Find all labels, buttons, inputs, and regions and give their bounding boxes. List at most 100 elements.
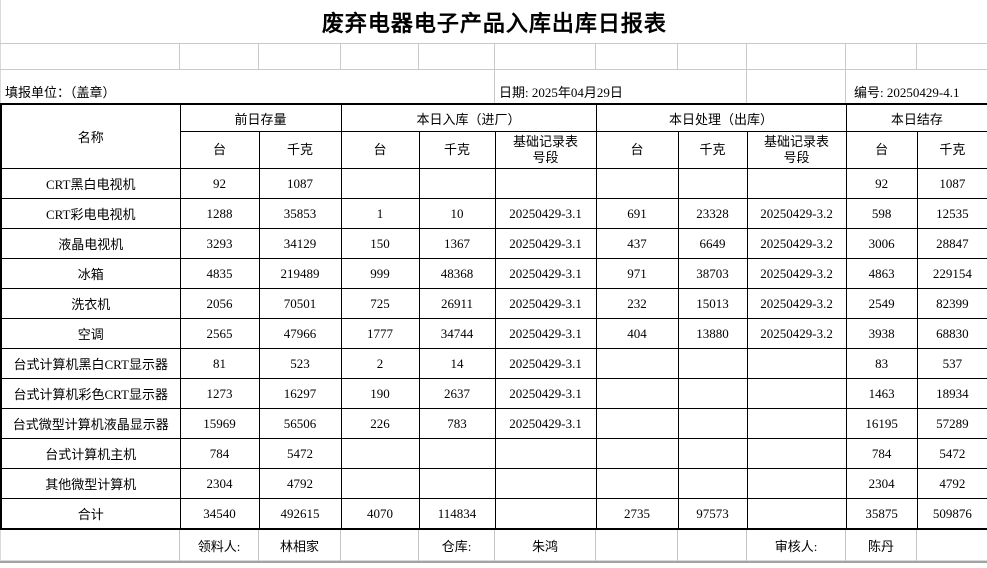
data-cell[interactable]: 999 xyxy=(340,258,420,289)
data-cell[interactable]: 4835 xyxy=(179,258,260,289)
col-header-name[interactable]: 名称 xyxy=(0,103,181,169)
data-cell[interactable]: 691 xyxy=(595,198,679,229)
col-header-units[interactable]: 台 xyxy=(179,131,260,169)
data-cell[interactable]: 23328 xyxy=(677,198,748,229)
data-cell[interactable]: 4792 xyxy=(258,468,342,499)
data-cell[interactable]: 48368 xyxy=(418,258,496,289)
data-cell[interactable]: 509876 xyxy=(916,498,987,530)
data-cell[interactable]: 20250429-3.1 xyxy=(494,348,597,379)
data-cell[interactable]: 226 xyxy=(340,408,420,439)
data-cell[interactable]: 12535 xyxy=(916,198,987,229)
signature-cell[interactable]: 审核人: xyxy=(746,530,846,561)
row-name-cell[interactable]: 台式计算机主机 xyxy=(0,438,181,469)
data-cell[interactable]: 4792 xyxy=(916,468,987,499)
data-cell[interactable]: 437 xyxy=(595,228,679,259)
col-header-kg[interactable]: 千克 xyxy=(258,131,342,169)
data-cell[interactable]: 537 xyxy=(916,348,987,379)
data-cell[interactable]: 219489 xyxy=(258,258,342,289)
col-header-kg[interactable]: 千克 xyxy=(677,131,748,169)
row-name-cell[interactable]: 台式计算机黑白CRT显示器 xyxy=(0,348,181,379)
data-cell[interactable]: 114834 xyxy=(418,498,496,530)
data-cell[interactable]: 15013 xyxy=(677,288,748,319)
col-header-record-range[interactable]: 基础记录表 号段 xyxy=(494,131,597,169)
data-cell[interactable]: 20250429-3.1 xyxy=(494,408,597,439)
data-cell[interactable]: 783 xyxy=(418,408,496,439)
data-cell[interactable]: 34540 xyxy=(179,498,260,530)
data-cell[interactable]: 92 xyxy=(845,168,918,199)
data-cell[interactable]: 232 xyxy=(595,288,679,319)
data-cell[interactable]: 26911 xyxy=(418,288,496,319)
row-name-cell[interactable]: 空调 xyxy=(0,318,181,349)
signature-cell[interactable]: 仓库: xyxy=(418,530,495,561)
data-cell[interactable]: 38703 xyxy=(677,258,748,289)
col-header-record-range[interactable]: 基础记录表 号段 xyxy=(746,131,847,169)
data-cell[interactable]: 82399 xyxy=(916,288,987,319)
data-cell[interactable]: 35853 xyxy=(258,198,342,229)
row-name-cell[interactable]: 台式计算机彩色CRT显示器 xyxy=(0,378,181,409)
data-cell[interactable]: 1087 xyxy=(258,168,342,199)
data-cell[interactable]: 1 xyxy=(340,198,420,229)
data-cell[interactable]: 92 xyxy=(179,168,260,199)
data-cell[interactable]: 20250429-3.2 xyxy=(746,258,847,289)
data-cell[interactable]: 20250429-3.1 xyxy=(494,318,597,349)
col-header-units[interactable]: 台 xyxy=(340,131,420,169)
data-cell[interactable]: 404 xyxy=(595,318,679,349)
data-cell[interactable]: 20250429-3.2 xyxy=(746,318,847,349)
signature-cell[interactable]: 陈丹 xyxy=(845,530,917,561)
data-cell[interactable]: 18934 xyxy=(916,378,987,409)
data-cell[interactable]: 81 xyxy=(179,348,260,379)
data-cell[interactable]: 20250429-3.1 xyxy=(494,198,597,229)
data-cell[interactable]: 971 xyxy=(595,258,679,289)
data-cell[interactable]: 725 xyxy=(340,288,420,319)
data-cell[interactable]: 20250429-3.2 xyxy=(746,228,847,259)
group-header-outbound[interactable]: 本日处理（出库） xyxy=(595,103,847,132)
data-cell[interactable]: 492615 xyxy=(258,498,342,530)
data-cell[interactable]: 20250429-3.1 xyxy=(494,288,597,319)
row-name-cell[interactable]: 合计 xyxy=(0,498,181,530)
reporting-unit-cell[interactable]: 填报单位：（盖章） xyxy=(5,85,116,100)
data-cell[interactable]: 6649 xyxy=(677,228,748,259)
data-cell[interactable]: 20250429-3.1 xyxy=(494,228,597,259)
data-cell[interactable]: 2 xyxy=(340,348,420,379)
group-header-balance[interactable]: 本日结存 xyxy=(845,103,987,132)
data-cell[interactable]: 2304 xyxy=(179,468,260,499)
data-cell[interactable]: 3006 xyxy=(845,228,918,259)
data-cell[interactable]: 229154 xyxy=(916,258,987,289)
data-cell[interactable]: 523 xyxy=(258,348,342,379)
signature-cell[interactable]: 朱鸿 xyxy=(494,530,596,561)
row-name-cell[interactable]: 液晶电视机 xyxy=(0,228,181,259)
data-cell[interactable]: 20250429-3.1 xyxy=(494,258,597,289)
data-cell[interactable]: 13880 xyxy=(677,318,748,349)
data-cell[interactable]: 150 xyxy=(340,228,420,259)
data-cell[interactable]: 15969 xyxy=(179,408,260,439)
row-name-cell[interactable]: 台式微型计算机液晶显示器 xyxy=(0,408,181,439)
col-header-kg[interactable]: 千克 xyxy=(916,131,987,169)
data-cell[interactable]: 56506 xyxy=(258,408,342,439)
data-cell[interactable]: 1777 xyxy=(340,318,420,349)
data-cell[interactable]: 20250429-3.2 xyxy=(746,288,847,319)
data-cell[interactable]: 97573 xyxy=(677,498,748,530)
data-cell[interactable]: 598 xyxy=(845,198,918,229)
data-cell[interactable]: 34744 xyxy=(418,318,496,349)
data-cell[interactable]: 20250429-3.2 xyxy=(746,198,847,229)
group-header-previous-stock[interactable]: 前日存量 xyxy=(179,103,342,132)
data-cell[interactable]: 3293 xyxy=(179,228,260,259)
data-cell[interactable]: 16297 xyxy=(258,378,342,409)
group-header-inbound[interactable]: 本日入库（进厂） xyxy=(340,103,597,132)
signature-cell[interactable]: 领料人: xyxy=(179,530,259,561)
date-cell[interactable]: 日期: 2025年04月29日 xyxy=(494,69,747,103)
data-cell[interactable]: 190 xyxy=(340,378,420,409)
data-cell[interactable]: 2549 xyxy=(845,288,918,319)
data-cell[interactable]: 34129 xyxy=(258,228,342,259)
row-name-cell[interactable]: 洗衣机 xyxy=(0,288,181,319)
data-cell[interactable]: 1367 xyxy=(418,228,496,259)
data-cell[interactable]: 28847 xyxy=(916,228,987,259)
col-header-units[interactable]: 台 xyxy=(595,131,679,169)
data-cell[interactable]: 16195 xyxy=(845,408,918,439)
data-cell[interactable]: 2056 xyxy=(179,288,260,319)
data-cell[interactable]: 1273 xyxy=(179,378,260,409)
row-name-cell[interactable]: 其他微型计算机 xyxy=(0,468,181,499)
data-cell[interactable]: 1288 xyxy=(179,198,260,229)
data-cell[interactable]: 35875 xyxy=(845,498,918,530)
data-cell[interactable]: 4070 xyxy=(340,498,420,530)
